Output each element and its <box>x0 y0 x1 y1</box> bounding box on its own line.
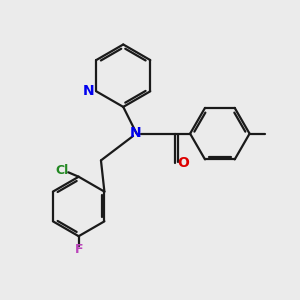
Text: N: N <box>83 84 94 98</box>
Text: F: F <box>74 243 83 256</box>
Text: O: O <box>177 156 189 170</box>
Text: Cl: Cl <box>56 164 69 177</box>
Text: N: N <box>129 126 141 140</box>
